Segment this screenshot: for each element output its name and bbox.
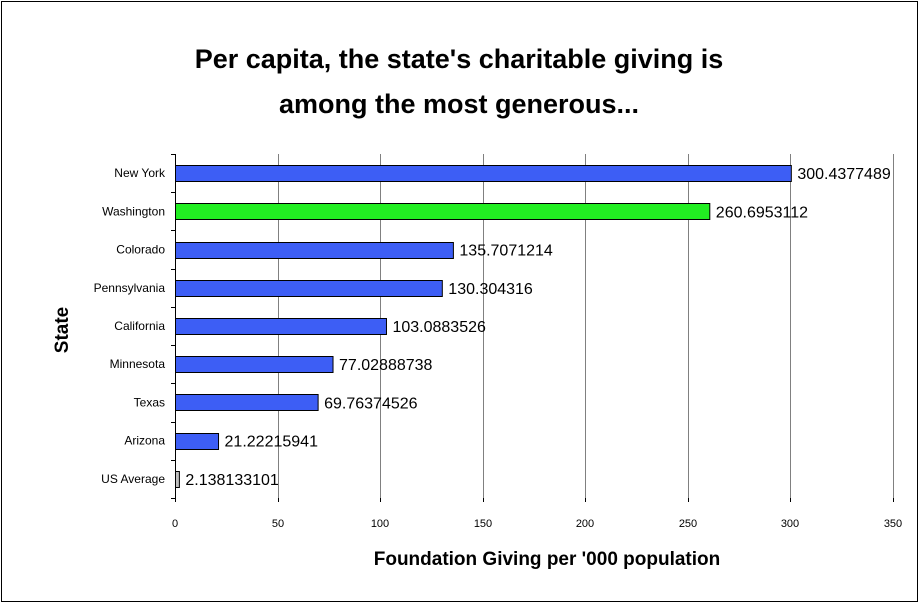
category-label: Colorado	[116, 243, 165, 257]
category-label: Texas	[134, 395, 165, 409]
bar-pennsylvania	[176, 281, 443, 297]
data-label: 69.76374526	[324, 395, 418, 412]
bar-new-york	[176, 166, 792, 182]
bar-minnesota	[176, 357, 334, 373]
data-label: 260.6953112	[716, 204, 808, 221]
category-label: Arizona	[124, 434, 165, 448]
bar-washington	[176, 204, 710, 220]
bar-colorado	[176, 243, 454, 259]
data-label: 103.0883526	[392, 319, 486, 336]
data-label: 135.7071214	[459, 243, 553, 260]
data-label: 21.22215941	[225, 434, 319, 451]
bar-texas	[176, 395, 319, 411]
x-tick-label: 250	[679, 518, 697, 530]
x-tick-label: 300	[781, 518, 799, 530]
x-tick-label: 200	[576, 518, 594, 530]
x-tick-label: 50	[272, 518, 284, 530]
bar-us-average	[176, 472, 180, 488]
data-label: 300.4377489	[797, 166, 891, 183]
bar-california	[176, 319, 387, 335]
data-label: 130.304316	[448, 281, 533, 298]
category-label: Pennsylvania	[94, 281, 166, 295]
x-tick-label: 100	[371, 518, 389, 530]
category-label: Minnesota	[110, 357, 166, 371]
x-tick-label: 350	[884, 518, 902, 530]
x-tick-label: 150	[474, 518, 492, 530]
y-axis-title: State	[52, 307, 73, 353]
category-label: Washington	[102, 204, 165, 218]
category-label: New York	[114, 166, 166, 180]
x-tick-label: 0	[172, 518, 178, 530]
bar-arizona	[176, 434, 219, 450]
x-axis-title: Foundation Giving per '000 population	[374, 549, 721, 570]
category-label: US Average	[101, 472, 165, 486]
data-label: 77.02888738	[339, 357, 433, 374]
category-label: California	[114, 319, 165, 333]
labels: 0 50 100 150 200 250 300 350 New York 300.4377489…	[94, 166, 903, 530]
data-label: 2.138133101	[185, 472, 279, 489]
chart-title-line-2: among the most generous...	[279, 89, 639, 119]
chart-title-line-1: Per capita, the state's charitable givin…	[195, 44, 724, 74]
